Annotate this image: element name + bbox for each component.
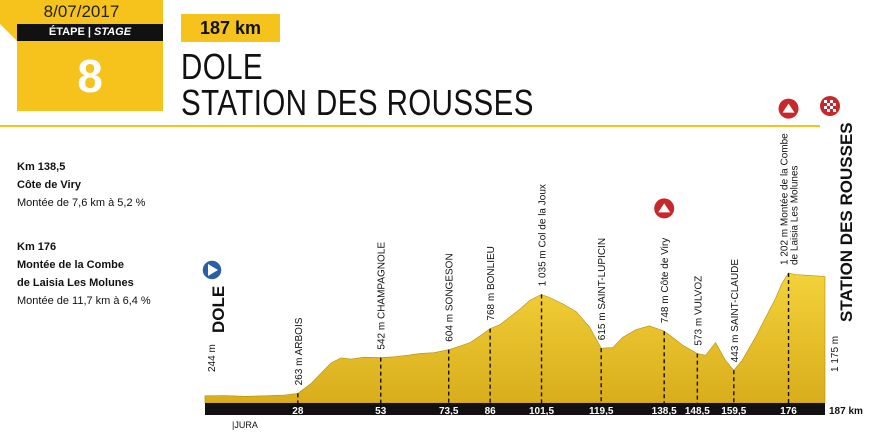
region-name: JURA <box>234 420 258 430</box>
checkpoint-name: 1 035 m Col de la Joux <box>538 184 549 286</box>
km-tick-label: 53 <box>375 406 387 417</box>
checkpoint-name: 443 m SAINT-CLAUDE <box>730 259 741 363</box>
start-town-label: DOLE <box>209 286 228 333</box>
climb-note-2: Km 176 Montée de la Combe de Laisia Les … <box>17 238 151 310</box>
mountain-icon <box>654 198 675 219</box>
stage-date: 8/07/2017 <box>0 0 163 24</box>
start-play-triangle <box>208 264 218 276</box>
stage-label: ÉTAPE | STAGE <box>17 24 163 41</box>
mountain-icon <box>778 98 799 119</box>
climb-2-detail: Montée de 11,7 km à 6,4 % <box>17 295 151 307</box>
checkpoint-name: 263 m ARBOIS <box>294 317 305 385</box>
start-altitude: 244 m <box>207 344 218 372</box>
km-tick-label: 119,5 <box>589 406 614 417</box>
checkpoint-name: 768 m BONLIEU <box>486 246 497 320</box>
start-town-title: DOLE <box>181 46 264 87</box>
start-marker <box>201 259 223 281</box>
distance-axis-bar <box>205 403 825 415</box>
climb-1-km: Km 138,5 <box>17 161 66 173</box>
checkpoint-name: 615 m SAINT-LUPICIN <box>597 238 608 340</box>
checkpoint-name: 1 202 m Montée de la Combe <box>780 133 791 265</box>
finish-town-title: STATION DES ROUSSES <box>181 82 534 123</box>
checkpoint-name: de Laisia Les Molunes <box>790 165 801 265</box>
stage-label-fr: ÉTAPE <box>48 26 85 38</box>
badge-notch-shape <box>0 24 17 41</box>
climb-2-name-line2: de Laisia Les Molunes <box>17 277 134 289</box>
title-divider <box>0 125 820 127</box>
km-tick-label: 148,5 <box>685 406 710 417</box>
stage-label-sep: | <box>84 26 94 38</box>
km-tick-label: 101,5 <box>529 406 554 417</box>
climb-1-detail: Montée de 7,6 km à 5,2 % <box>17 197 146 209</box>
stage-label-en: STAGE <box>93 26 132 38</box>
climb-2-name-line1: Montée de la Combe <box>17 259 124 271</box>
km-tick-label: 86 <box>485 406 497 417</box>
km-tick-label: 138,5 <box>652 406 677 417</box>
checkpoint-name: 573 m VULVOZ <box>693 276 704 346</box>
finish-marker <box>820 96 840 116</box>
checkpoint-name: 748 m Côte de Viry <box>660 238 671 323</box>
checkpoint-name: 604 m SONGESON <box>445 253 456 341</box>
climb-1-name: Côte de Viry <box>17 179 81 191</box>
km-tick-label: 73,5 <box>439 406 459 417</box>
finish-town-label: STATION DES ROUSSES <box>837 122 856 322</box>
km-tick-label: 176 <box>780 406 797 417</box>
region-label: |JURA <box>232 420 258 430</box>
climb-2-km: Km 176 <box>17 241 57 253</box>
checkpoint-name: 542 m CHAMPAGNOLE <box>377 242 388 350</box>
stage-distance: 187 km <box>181 14 280 42</box>
km-tick-label: 28 <box>292 406 304 417</box>
profile-terrain-area <box>204 272 826 404</box>
total-distance-label: 187 km <box>829 406 863 417</box>
km-tick-label: 159,5 <box>721 406 746 417</box>
climb-note-1: Km 138,5 Côte de Viry Montée de 7,6 km à… <box>17 158 145 212</box>
finish-altitude: 1 175 m <box>830 336 841 372</box>
stage-number: 8 <box>17 41 163 111</box>
